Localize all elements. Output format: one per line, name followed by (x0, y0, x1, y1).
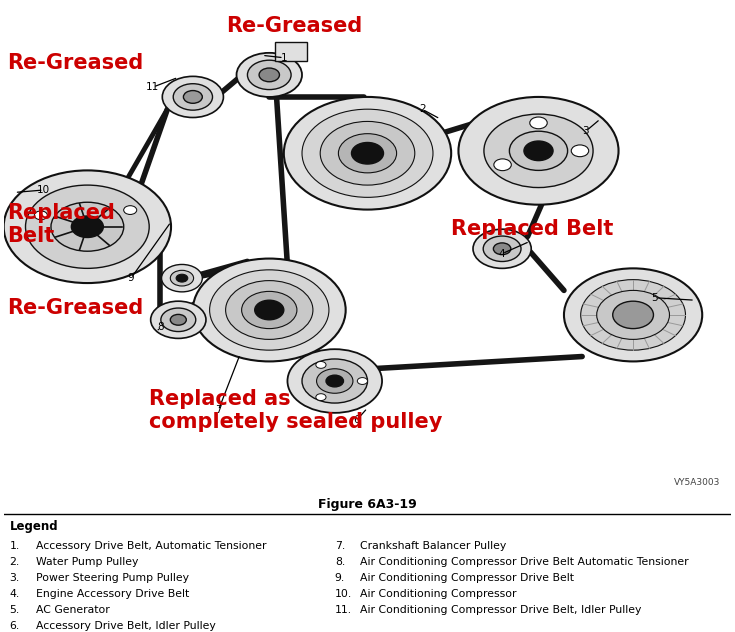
Circle shape (151, 301, 206, 338)
Circle shape (473, 229, 531, 269)
Text: 10.: 10. (334, 588, 352, 599)
Circle shape (193, 258, 345, 362)
Text: 7: 7 (215, 405, 222, 415)
Text: Accessory Drive Belt, Automatic Tensioner: Accessory Drive Belt, Automatic Tensione… (37, 541, 267, 550)
Text: Water Pump Pulley: Water Pump Pulley (37, 557, 139, 567)
Text: Re-Greased: Re-Greased (226, 16, 363, 36)
Text: 1.: 1. (10, 541, 20, 550)
Text: Crankshaft Balancer Pulley: Crankshaft Balancer Pulley (360, 541, 506, 550)
Text: Engine Accessory Drive Belt: Engine Accessory Drive Belt (37, 588, 190, 599)
Circle shape (509, 131, 567, 171)
Circle shape (581, 279, 686, 350)
Circle shape (123, 205, 137, 214)
Circle shape (162, 76, 223, 118)
Circle shape (123, 205, 137, 214)
Circle shape (242, 291, 297, 329)
Circle shape (524, 141, 553, 161)
Text: 3: 3 (582, 126, 589, 137)
Circle shape (493, 243, 511, 255)
Text: Accessory Drive Belt, Idler Pulley: Accessory Drive Belt, Idler Pulley (37, 621, 216, 631)
Text: AC Generator: AC Generator (37, 605, 110, 615)
Text: 8: 8 (157, 322, 163, 332)
Circle shape (494, 159, 512, 171)
Circle shape (51, 202, 123, 252)
Circle shape (316, 362, 326, 368)
Circle shape (287, 349, 382, 413)
Text: 6: 6 (354, 415, 360, 425)
Text: Air Conditioning Compressor Drive Belt, Idler Pulley: Air Conditioning Compressor Drive Belt, … (360, 605, 642, 615)
Circle shape (338, 134, 397, 173)
Text: VY5A3003: VY5A3003 (674, 478, 720, 487)
Circle shape (35, 211, 47, 220)
Circle shape (351, 142, 384, 164)
FancyBboxPatch shape (275, 42, 307, 61)
Text: Re-Greased: Re-Greased (7, 52, 143, 73)
Text: Replaced Belt: Replaced Belt (451, 219, 614, 239)
Text: 2.: 2. (10, 557, 20, 567)
Circle shape (564, 269, 702, 362)
Text: Re-Greased: Re-Greased (7, 298, 143, 317)
Text: Air Conditioning Compressor: Air Conditioning Compressor (360, 588, 517, 599)
Text: Replaced as
completely sealed pulley: Replaced as completely sealed pulley (149, 389, 442, 432)
Text: 10: 10 (37, 185, 50, 195)
Circle shape (302, 109, 433, 197)
Circle shape (161, 308, 196, 332)
Text: 4: 4 (499, 248, 506, 258)
Circle shape (571, 145, 589, 157)
Circle shape (530, 117, 548, 129)
Circle shape (484, 114, 593, 188)
Circle shape (459, 97, 619, 205)
Circle shape (26, 185, 149, 269)
Circle shape (284, 97, 451, 210)
Text: 5.: 5. (10, 605, 20, 615)
Text: 2: 2 (419, 104, 426, 114)
Circle shape (171, 314, 186, 325)
Circle shape (320, 121, 415, 185)
Circle shape (173, 83, 212, 110)
Circle shape (483, 236, 521, 262)
Circle shape (162, 264, 202, 292)
Circle shape (237, 53, 302, 97)
Text: Power Steering Pump Pulley: Power Steering Pump Pulley (37, 573, 190, 583)
Circle shape (226, 281, 313, 339)
Text: Figure 6A3-19: Figure 6A3-19 (318, 498, 417, 511)
Text: 7.: 7. (334, 541, 345, 550)
Circle shape (326, 375, 343, 387)
Circle shape (613, 301, 653, 329)
Text: Legend: Legend (10, 520, 58, 533)
Text: 11: 11 (146, 82, 159, 92)
Text: Air Conditioning Compressor Drive Belt: Air Conditioning Compressor Drive Belt (360, 573, 574, 583)
Circle shape (171, 270, 193, 286)
Text: 4.: 4. (10, 588, 20, 599)
Circle shape (71, 216, 104, 238)
Text: 9.: 9. (334, 573, 345, 583)
Text: 1: 1 (281, 52, 287, 63)
Text: Air Conditioning Compressor Drive Belt Automatic Tensioner: Air Conditioning Compressor Drive Belt A… (360, 557, 689, 567)
Circle shape (317, 369, 353, 393)
Circle shape (255, 300, 284, 320)
Circle shape (4, 171, 171, 283)
Circle shape (184, 90, 202, 103)
Text: 3.: 3. (10, 573, 20, 583)
Text: 11.: 11. (334, 605, 352, 615)
Circle shape (597, 291, 670, 339)
Circle shape (248, 60, 291, 90)
Circle shape (35, 211, 47, 220)
Circle shape (357, 377, 368, 384)
Circle shape (316, 394, 326, 401)
Text: 8.: 8. (334, 557, 345, 567)
Circle shape (302, 359, 368, 403)
Text: Replaced
Belt: Replaced Belt (7, 203, 115, 246)
Circle shape (176, 274, 187, 282)
Text: 5: 5 (652, 293, 659, 303)
Circle shape (209, 270, 329, 350)
Text: 6.: 6. (10, 621, 20, 631)
Text: 9: 9 (128, 273, 135, 283)
Circle shape (259, 68, 279, 82)
